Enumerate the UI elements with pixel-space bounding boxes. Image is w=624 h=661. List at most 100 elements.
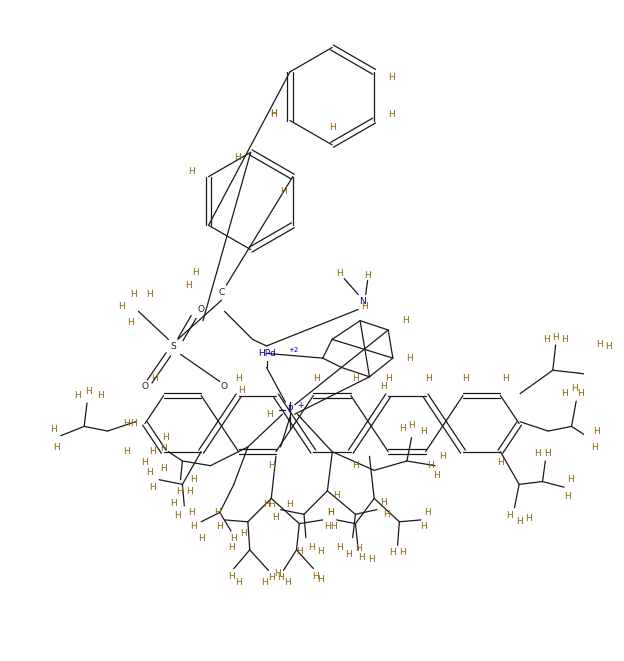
Text: H: H [525, 514, 532, 524]
Text: H: H [266, 410, 273, 418]
Text: H: H [277, 573, 284, 582]
Text: H: H [280, 187, 287, 196]
Text: H: H [507, 511, 513, 520]
Text: H: H [352, 374, 359, 383]
Text: H: H [188, 167, 195, 176]
Text: H: H [235, 578, 242, 587]
Text: H: H [318, 547, 324, 556]
Text: H: H [388, 73, 394, 82]
Text: H: H [85, 387, 92, 396]
Text: H: H [596, 340, 603, 350]
Text: H: H [333, 491, 340, 500]
Text: H: H [336, 543, 343, 551]
Text: H: H [552, 333, 559, 342]
Text: H: H [217, 522, 223, 531]
Text: H: H [270, 108, 276, 118]
Text: H: H [329, 124, 336, 132]
Text: H: H [228, 543, 235, 553]
Text: H: H [571, 385, 578, 393]
Text: H: H [324, 522, 331, 531]
Text: H: H [176, 487, 183, 496]
Text: H: H [402, 316, 408, 325]
Text: H: H [308, 543, 315, 551]
Text: H: H [502, 374, 509, 383]
Text: H: H [268, 573, 275, 582]
Text: H: H [383, 510, 390, 519]
Text: H: H [361, 302, 368, 311]
Text: H: H [605, 342, 612, 352]
Text: H: H [462, 374, 469, 383]
Text: H: H [355, 545, 362, 553]
Text: H: H [562, 335, 568, 344]
Text: H: H [162, 433, 169, 442]
Text: H: H [261, 578, 268, 587]
Text: H: H [230, 534, 237, 543]
Text: H: H [74, 391, 81, 400]
Text: H: H [439, 452, 446, 461]
Text: H: H [380, 498, 387, 506]
Text: H: H [149, 447, 156, 456]
Text: H: H [389, 548, 396, 557]
Text: O: O [198, 305, 205, 314]
Text: H: H [284, 578, 291, 587]
Text: H: H [497, 458, 504, 467]
Text: H: H [130, 419, 137, 428]
Text: H: H [318, 575, 324, 584]
Text: H: H [97, 391, 104, 400]
Text: H: H [331, 522, 338, 531]
Text: H: H [160, 464, 167, 473]
Text: H: H [234, 153, 241, 163]
Text: H: H [235, 374, 242, 383]
Text: H: H [270, 110, 276, 120]
Text: H: H [174, 511, 181, 520]
Text: H: H [567, 475, 574, 485]
Text: H: H [327, 508, 334, 517]
Text: H: H [562, 389, 568, 398]
Text: H: H [268, 461, 275, 470]
Text: H: H [544, 449, 550, 458]
Text: H: H [427, 461, 434, 470]
Text: H: H [146, 468, 153, 477]
Text: H: H [215, 508, 222, 517]
Text: H: H [421, 522, 427, 531]
Text: C: C [218, 288, 225, 297]
Text: H: H [346, 550, 353, 559]
Text: H: H [160, 444, 167, 453]
Text: H: H [364, 271, 371, 280]
Text: H: H [406, 354, 413, 363]
Text: H: H [352, 461, 359, 470]
Text: H: H [228, 572, 235, 580]
Text: H: H [263, 500, 270, 510]
Text: H: H [149, 483, 156, 492]
Text: H: H [240, 529, 246, 537]
Text: H: H [286, 500, 293, 510]
Text: H: H [53, 444, 59, 452]
Text: H: H [399, 548, 406, 557]
Text: H: H [516, 518, 522, 526]
Text: H: H [268, 500, 275, 510]
Text: H: H [130, 290, 137, 299]
Text: H: H [273, 513, 280, 522]
Text: H: H [118, 302, 125, 311]
Text: O: O [221, 381, 228, 391]
Text: H: H [434, 471, 440, 479]
Text: H: H [188, 508, 195, 517]
Text: H: H [543, 335, 550, 344]
Text: H: H [565, 492, 571, 501]
Text: N: N [359, 297, 366, 307]
Text: H: H [336, 270, 343, 278]
Text: H: H [385, 374, 392, 383]
Text: H: H [190, 475, 197, 485]
Text: H: H [198, 534, 205, 543]
Text: H: H [50, 424, 57, 434]
Text: H: H [327, 508, 334, 517]
Text: H: H [142, 458, 149, 467]
Text: H: H [312, 572, 319, 580]
Text: H: H [185, 281, 192, 290]
Text: H: H [238, 386, 245, 395]
Text: H: H [190, 522, 197, 531]
Text: +: + [298, 401, 304, 410]
Text: H: H [123, 419, 130, 428]
Text: H: H [593, 426, 600, 436]
Text: H: H [421, 426, 427, 436]
